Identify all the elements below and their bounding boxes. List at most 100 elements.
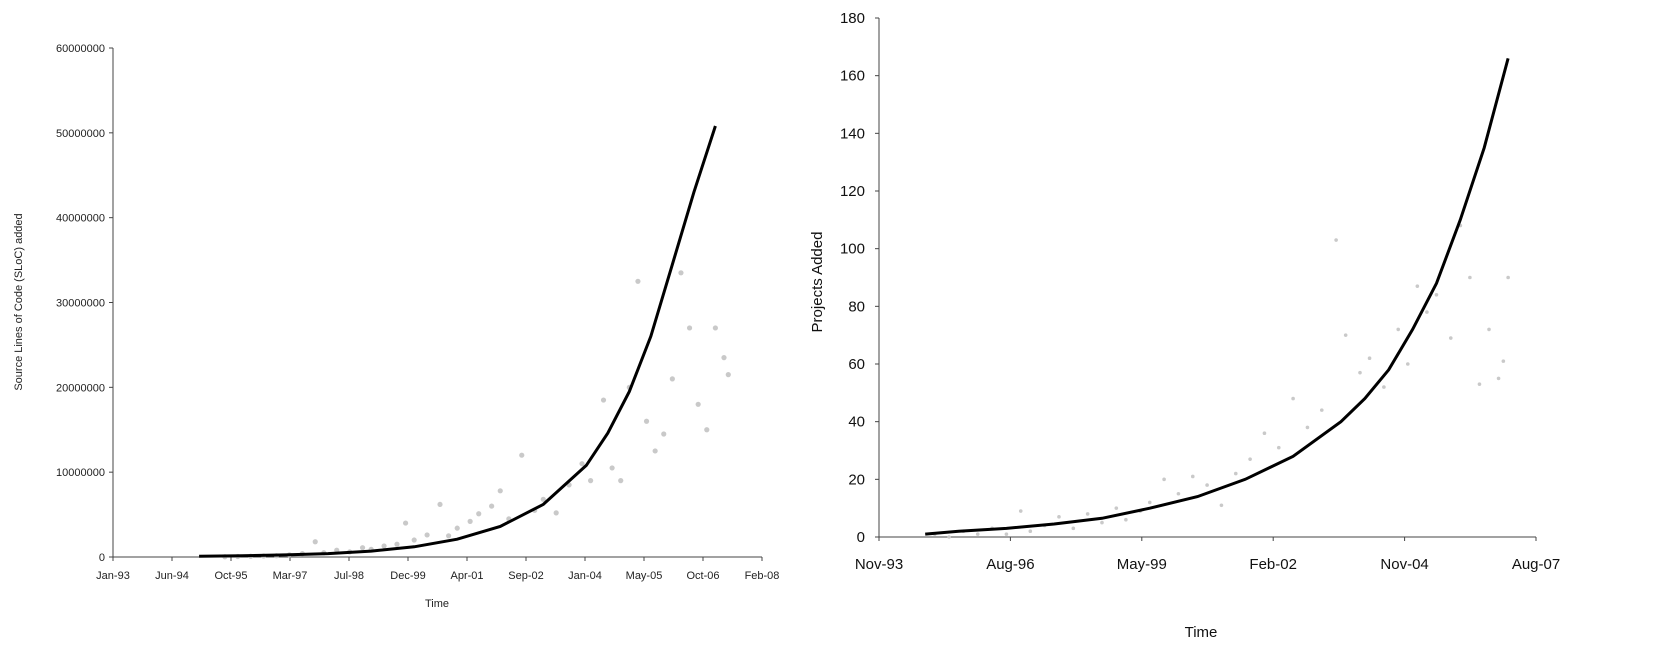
data-point [1219,503,1224,508]
x-tick-label: Nov-04 [1380,556,1428,573]
y-tick-label: 0 [99,552,105,564]
data-point [446,533,452,539]
data-point [424,532,430,538]
data-point [381,543,387,549]
data-point [678,270,684,276]
data-point [695,401,701,407]
data-point [643,418,650,424]
data-point [1343,333,1348,337]
y-tick-label: 30000000 [56,298,105,310]
x-tick-label: Jun-94 [155,570,189,582]
x-tick-label: Oct-95 [214,570,247,582]
data-point [1018,509,1023,513]
y-tick-label: 40 [848,414,865,431]
y-tick-label: 60000000 [56,43,105,55]
data-point [519,452,525,458]
data-point [661,431,667,437]
data-point [1057,515,1061,519]
y-tick-label: 0 [857,529,865,546]
data-point [712,325,718,331]
data-point [635,278,641,284]
data-point [476,511,482,517]
data-point [1176,491,1181,496]
sloc-data-points [222,270,731,560]
x-tick-label: Mar-97 [273,570,308,582]
data-point [704,427,710,433]
x-tick-label: Apr-01 [450,570,483,582]
x-tick-label: Aug-07 [1512,556,1560,573]
y-tick-label: 10000000 [56,467,105,479]
x-tick-label: Jan-04 [568,570,602,582]
y-tick-label: 140 [840,125,865,142]
data-point [1305,425,1310,430]
data-point [1147,500,1152,505]
data-point [1004,532,1009,536]
x-tick-label: Dec-99 [390,570,425,582]
data-point [1319,408,1324,412]
projects-x-axis: Nov-93 Aug-96 May-99 Feb-02 Nov-04 Aug-07 [855,536,1560,573]
data-point [669,376,675,382]
data-point [588,478,594,484]
x-tick-label: Aug-96 [986,556,1034,573]
sloc-chart: 0 10000000 20000000 30000000 40000000 5000000… [13,43,780,610]
data-point [1477,382,1482,386]
projects-fit-line [925,58,1510,536]
sloc-x-axis-title: Time [425,598,449,610]
data-point [1501,359,1506,363]
data-point [1405,362,1410,366]
x-tick-label: Nov-93 [855,556,903,573]
y-tick-label: 60 [848,356,865,373]
y-tick-label: 40000000 [56,213,105,225]
data-point [359,545,366,551]
data-point [312,539,318,545]
data-point [1190,474,1195,479]
data-point [1415,284,1420,288]
data-point [1276,445,1281,450]
data-point [1434,293,1439,297]
data-point [1071,526,1076,531]
y-tick-label: 160 [840,68,865,85]
projects-y-axis: 0 20 40 60 80 100 120 140 160 180 [840,10,880,546]
sloc-y-axis: 0 10000000 20000000 30000000 40000000 5000000… [56,43,114,564]
data-point [652,448,658,454]
data-point [334,547,340,553]
data-point [1114,506,1119,510]
y-tick-label: 120 [840,183,865,200]
data-point [947,535,951,539]
data-point [1248,457,1252,461]
x-tick-label: Sep-02 [508,570,543,582]
y-tick-label: 50000000 [56,128,105,140]
data-point [402,520,409,526]
data-point [497,488,503,494]
data-point [686,325,693,331]
data-point [725,372,731,378]
data-point [721,355,727,361]
data-point [618,478,624,484]
y-tick-label: 20 [848,471,865,488]
data-point [609,465,615,471]
data-point [1100,520,1104,525]
x-tick-label: May-99 [1117,556,1167,573]
projects-y-axis-title: Projects Added [809,232,826,333]
data-point [1124,517,1128,522]
data-point [1496,376,1501,381]
data-point [454,525,460,531]
x-tick-label: Jan-93 [96,570,130,582]
x-tick-label: Feb-08 [745,570,780,582]
sloc-x-axis: Jan-93 Jun-94 Oct-95 Mar-97 Jul-98 Dec-99 Apr-… [96,556,780,582]
data-point [1162,477,1166,482]
data-point [1487,327,1491,332]
data-point [540,496,546,502]
x-tick-label: Feb-02 [1249,556,1297,573]
data-point [1291,396,1295,401]
data-point [975,532,980,536]
data-point [1448,336,1453,340]
data-point [1028,529,1033,534]
y-tick-label: 180 [840,10,865,27]
data-point [1382,385,1386,389]
data-point [1233,471,1238,476]
y-tick-label: 80 [848,298,865,315]
y-tick-label: 20000000 [56,382,105,394]
x-tick-label: Jul-98 [334,570,364,582]
projects-data-points [932,223,1510,539]
